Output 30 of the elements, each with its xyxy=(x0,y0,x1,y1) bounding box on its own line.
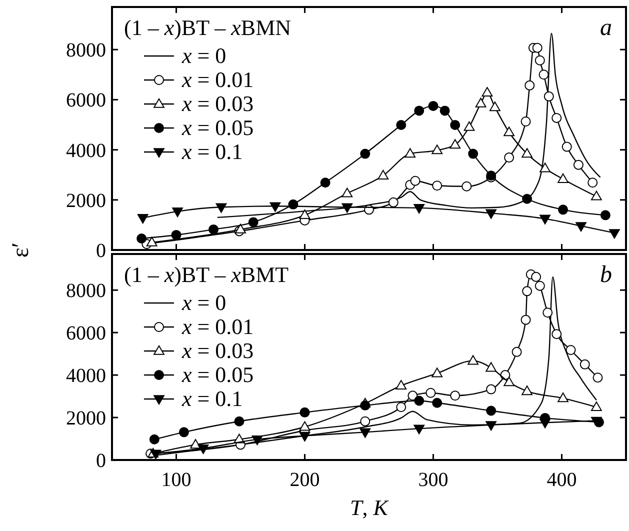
legend-label: x = 0 xyxy=(181,43,226,68)
x-tick-label: 200 xyxy=(290,469,320,491)
annotation: b xyxy=(600,262,612,288)
y-tick-label: 8000 xyxy=(66,280,106,302)
legend-label: x = 0.01 xyxy=(181,314,254,339)
legend-label: x = 0.1 xyxy=(181,386,243,411)
legend-label: x = 0.05 xyxy=(181,115,254,140)
legend-label: x = 0.05 xyxy=(181,362,254,387)
x-tick-label: 100 xyxy=(161,469,192,491)
x-axis-title: T, K xyxy=(350,495,390,520)
y-tick-label: 6000 xyxy=(66,90,106,112)
y-tick-label: 2000 xyxy=(66,190,106,212)
legend-label: x = 0.03 xyxy=(181,338,254,363)
y-tick-label: 4000 xyxy=(66,365,106,388)
legend-title: (1 – x)BT – xBMT xyxy=(124,262,290,287)
legend-label: x = 0.01 xyxy=(181,67,254,92)
legend-label: x = 0 xyxy=(181,290,226,315)
legend-label: x = 0.03 xyxy=(181,91,254,116)
y-tick-label: 8000 xyxy=(66,40,106,62)
legend-label: x = 0.1 xyxy=(181,139,243,164)
y-tick-label: 2000 xyxy=(66,408,106,430)
legend-title: (1 – x)BT – xBMN xyxy=(124,15,292,40)
x-tick-label: 400 xyxy=(546,469,577,491)
y-tick-label: 6000 xyxy=(66,322,106,345)
y-tick-label: 4000 xyxy=(66,140,106,162)
x-tick-label: 300 xyxy=(418,469,448,491)
y-tick-label: 0 xyxy=(96,240,106,262)
y-tick-label: 0 xyxy=(96,450,106,472)
annotation: a xyxy=(600,15,612,41)
y-axis-title: ε′ xyxy=(8,242,34,258)
